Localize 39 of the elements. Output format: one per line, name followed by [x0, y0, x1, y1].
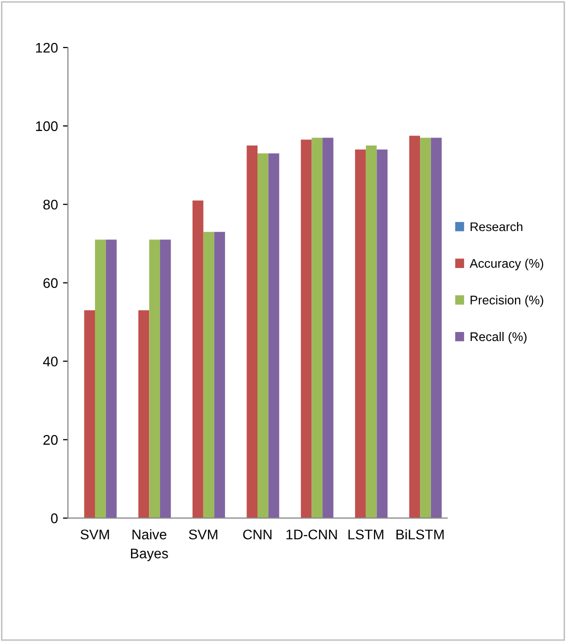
bar — [322, 138, 334, 518]
x-tick-label: SVM — [80, 530, 109, 540]
bar — [84, 310, 96, 518]
bar — [366, 146, 377, 518]
bar — [312, 138, 323, 518]
x-tick-label: SVM — [188, 530, 218, 540]
x-tick-label: CNN — [243, 530, 272, 540]
bar — [246, 146, 258, 518]
bar — [420, 138, 431, 518]
y-tick-label: 120 — [36, 42, 58, 53]
x-tick-label: LSTM — [348, 530, 384, 540]
x-tick-label: 1D-CNN — [286, 530, 337, 540]
bar — [160, 240, 171, 518]
bar — [355, 149, 366, 518]
bar — [409, 136, 420, 518]
bar — [138, 310, 150, 518]
bar — [214, 232, 226, 518]
y-tick-label: 80 — [43, 200, 58, 210]
y-tick-label: 0 — [51, 513, 58, 524]
bar — [106, 240, 117, 518]
bar — [95, 240, 106, 518]
legend-label: Research — [470, 222, 522, 232]
y-tick-label: 20 — [43, 434, 58, 445]
legend-label: Precision (%) — [470, 295, 544, 307]
bar — [300, 140, 312, 518]
bar — [149, 240, 160, 518]
y-tick-label: 40 — [43, 356, 58, 366]
bar — [268, 153, 280, 518]
x-tick-label: Naive Bayes — [131, 529, 168, 562]
legend-label: Accuracy (%) — [470, 258, 544, 270]
bar — [376, 149, 388, 518]
y-tick-label: 60 — [43, 278, 58, 288]
x-tick-label: BiLSTM — [396, 529, 444, 540]
y-tick-label: 100 — [36, 121, 58, 132]
bar — [192, 200, 204, 518]
bar — [430, 138, 442, 518]
legend-label: Recall (%) — [470, 332, 527, 344]
bar — [258, 153, 268, 518]
bar — [203, 232, 214, 518]
